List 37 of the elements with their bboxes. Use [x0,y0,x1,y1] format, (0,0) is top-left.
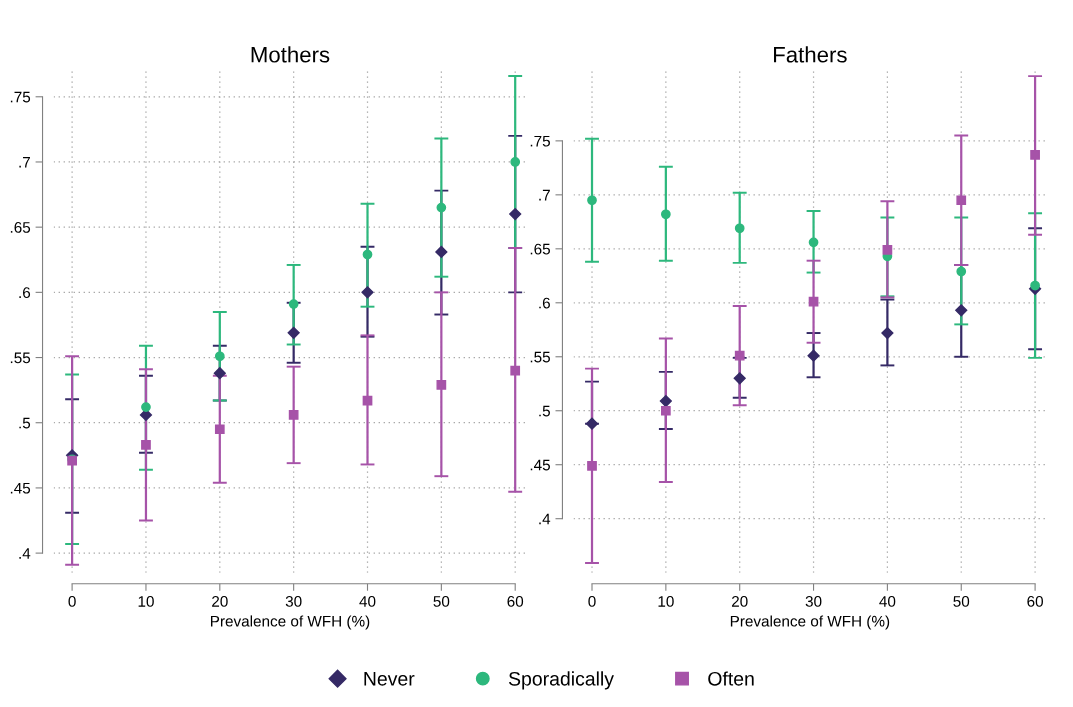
x-tick-label: 60 [1027,595,1043,607]
y-tick-label: .75 [10,91,31,103]
x-tick-label: 50 [433,595,450,607]
x-tick-label: 20 [731,595,748,607]
legend-label: Sporadically [508,671,614,690]
x-tick-label: 50 [953,595,970,607]
y-tick-label: .75 [530,135,550,147]
x-tick-label: 20 [212,595,228,607]
x-tick-label: 0 [68,595,76,607]
chart-title: Fathers [774,46,847,63]
x-tick-label: 10 [138,595,154,607]
x-tick-label: 30 [805,595,822,607]
legend-label: Never [364,672,415,686]
x-tick-label: 10 [658,595,674,607]
y-tick-label: .5 [539,405,550,417]
x-axis-title: Prevalence of WFH (%) [730,615,890,630]
y-tick-label: .55 [10,352,31,364]
y-tick-label: .7 [19,156,30,168]
x-tick-label: 40 [359,595,376,607]
y-tick-label: .5 [19,417,31,429]
x-tick-label: 40 [879,595,896,607]
y-tick-label: .65 [10,222,31,233]
y-tick-label: .6 [19,287,31,299]
x-axis-title: Prevalence of WFH (%) [210,615,370,630]
chart-title: Mothers [251,46,330,63]
x-tick-label: 0 [588,595,596,607]
y-tick-label: .55 [530,351,550,363]
legend-label: Often [708,671,754,686]
x-tick-label: 60 [507,595,524,607]
y-tick-label: .6 [539,297,550,309]
y-tick-label: .45 [10,482,31,494]
y-tick-label: .4 [539,513,551,525]
y-tick-label: .4 [19,548,31,559]
x-tick-label: 30 [285,595,302,607]
y-tick-label: .65 [530,243,550,255]
y-tick-label: .7 [539,189,550,201]
y-tick-label: .45 [530,459,550,471]
